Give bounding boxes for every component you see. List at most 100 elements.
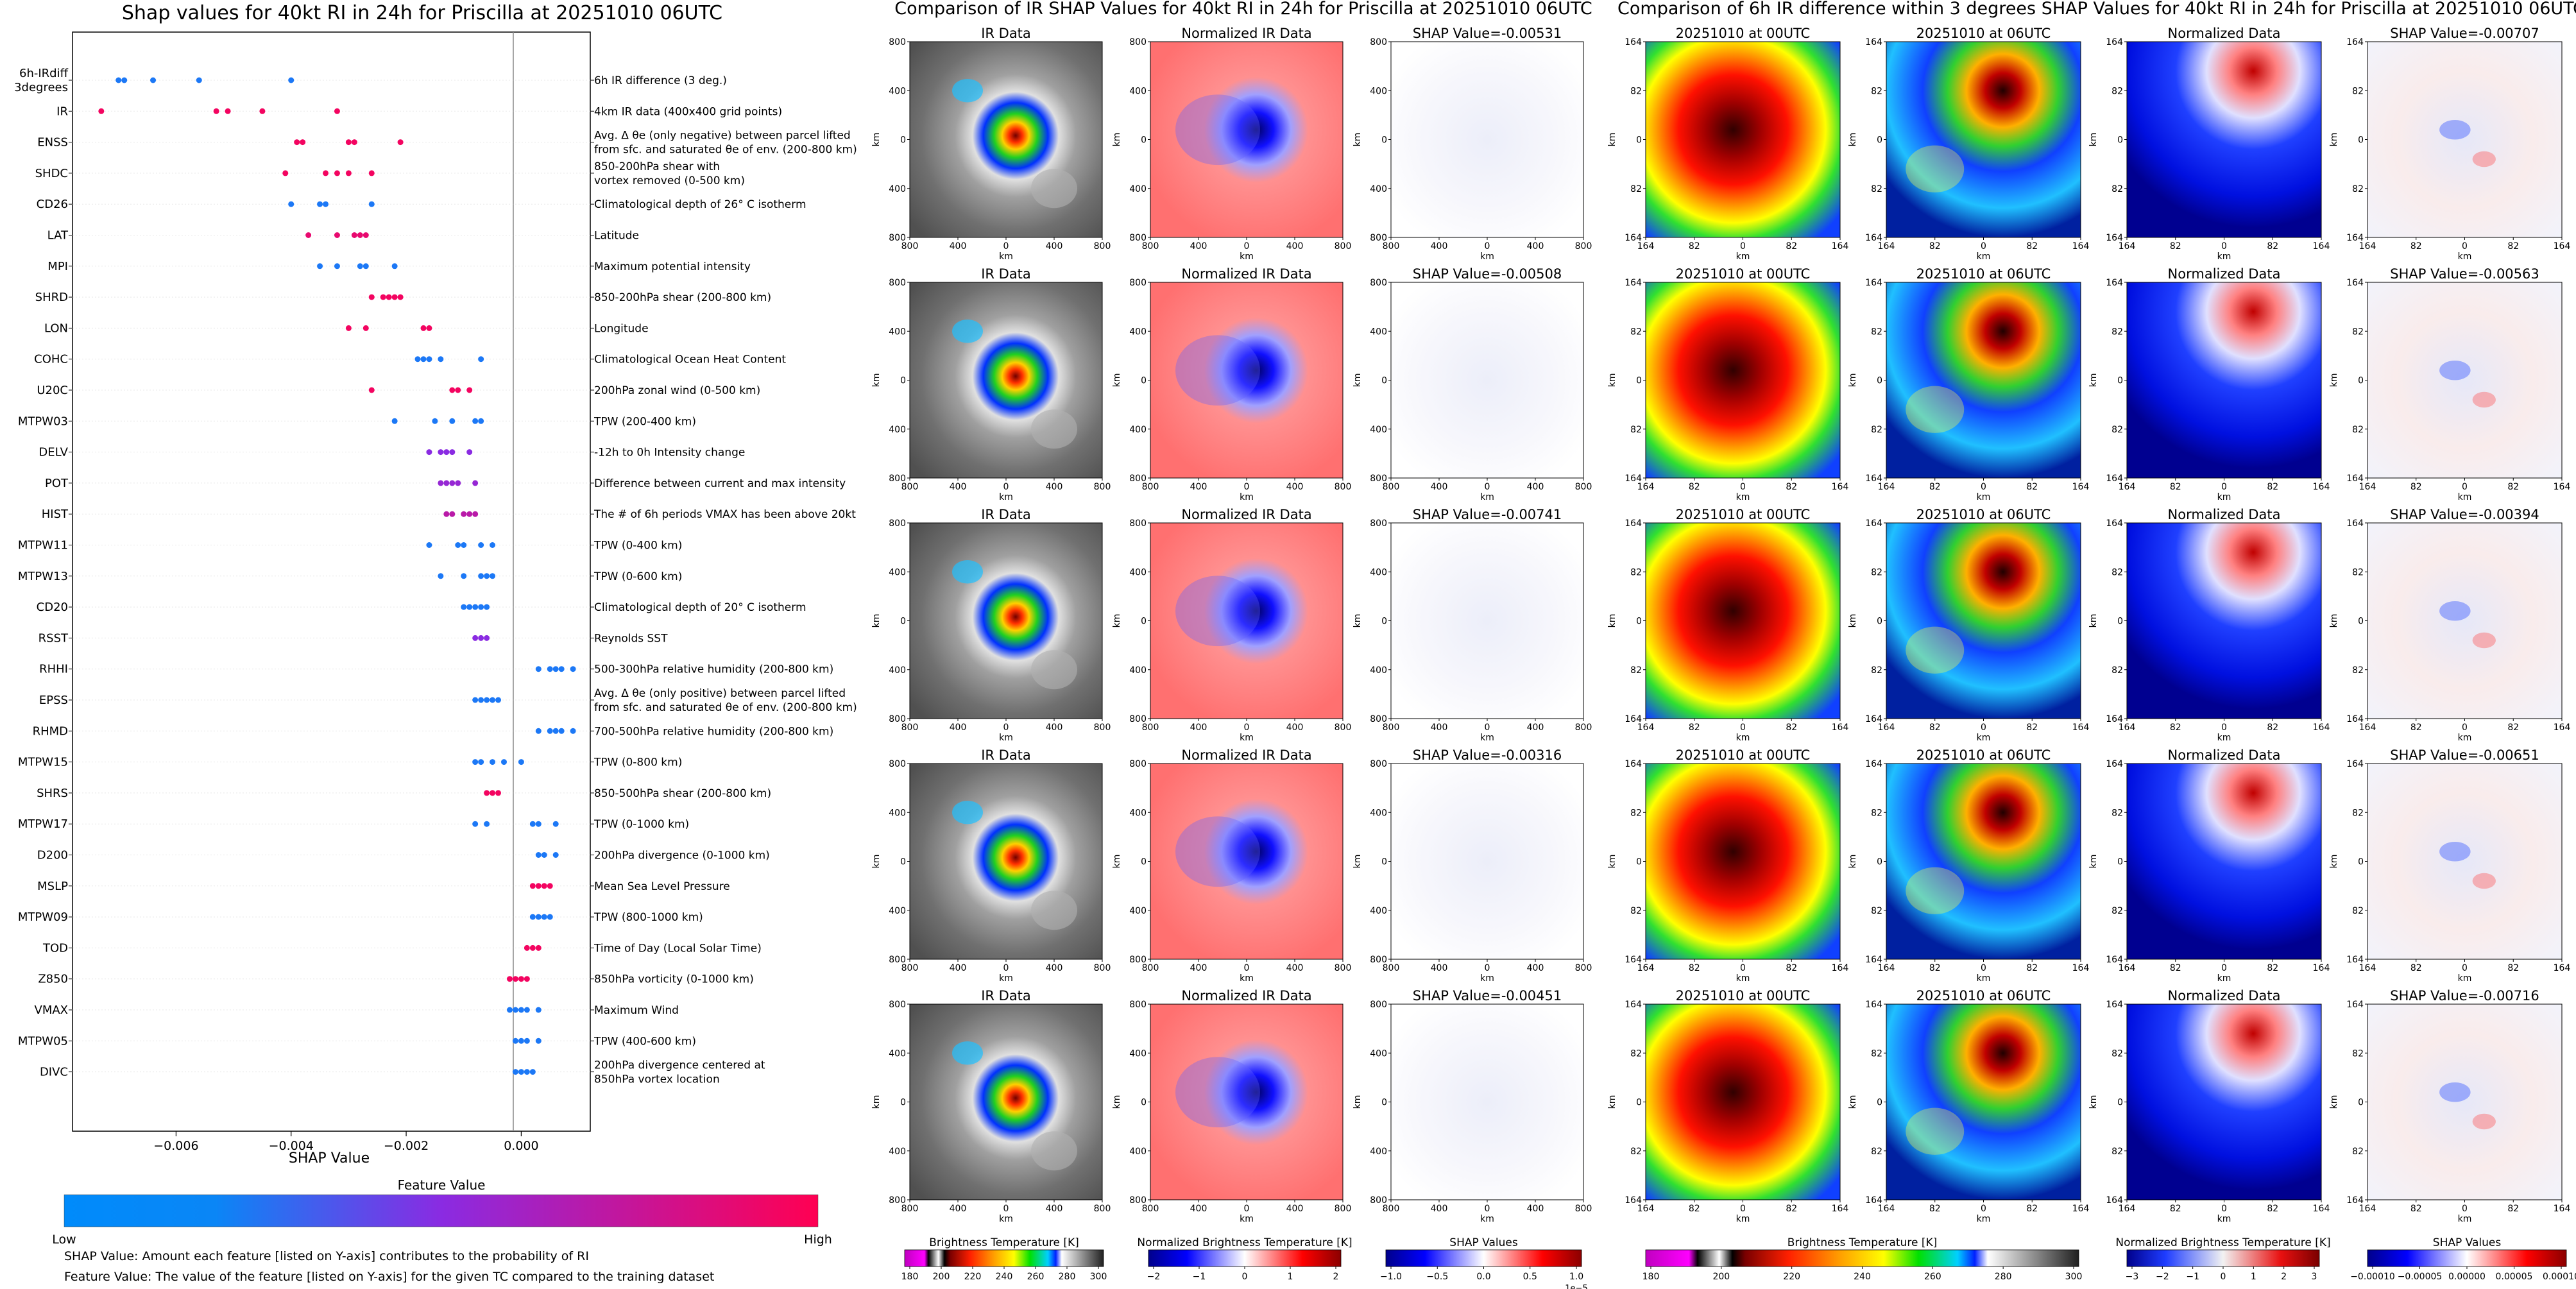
x-tick-label: −0.002 — [384, 1139, 429, 1153]
x-tick-label: 164 — [1832, 482, 1849, 492]
x-axis-label: km — [1480, 492, 1494, 502]
shap-blob — [2439, 120, 2471, 140]
shap-blob — [2472, 151, 2496, 167]
shap-point — [552, 821, 559, 827]
colorbar-tick-label: 200 — [1712, 1272, 1730, 1282]
x-tick-label: 82 — [2507, 722, 2519, 733]
y-tick-label: 800 — [1370, 233, 1387, 243]
x-tick-label: 800 — [1142, 722, 1159, 733]
subplot-title: 20251010 at 00UTC — [1676, 988, 1811, 1003]
y-axis-label: km — [2088, 855, 2099, 869]
shap-point — [386, 294, 392, 300]
y-axis-label: km — [2329, 855, 2339, 869]
y-tick-label: 82 — [1871, 327, 1882, 337]
shap-point — [478, 573, 484, 579]
shap-point — [478, 542, 484, 548]
x-tick-label: 0 — [1003, 722, 1009, 733]
y-tick-label: 800 — [889, 37, 906, 47]
x-tick-label: 400 — [1286, 1204, 1304, 1214]
shap-point — [438, 449, 444, 456]
x-tick-label: 400 — [1527, 241, 1544, 252]
x-tick-label: 0 — [2221, 963, 2227, 973]
feature-name-label: LAT — [47, 229, 69, 243]
irdiff-subplot-image — [2367, 41, 2563, 238]
colorbar-tick-label: 3 — [2312, 1272, 2317, 1282]
y-tick-label: 0 — [1877, 617, 1882, 627]
irdiff-subplot: Normalized Data1641648282008282164164kmk… — [2088, 26, 2330, 262]
feature-name-label: SHDC — [35, 167, 68, 180]
x-tick-label: 82 — [1786, 963, 1797, 973]
y-tick-label: 400 — [1370, 86, 1387, 96]
y-axis-label: km — [1352, 614, 1363, 628]
colorbar-tick-label: 220 — [964, 1272, 982, 1282]
y-tick-label: 800 — [1370, 37, 1387, 47]
shap-point — [449, 511, 456, 517]
shap-point — [443, 511, 450, 517]
colorbar-title: Feature Value — [398, 1177, 486, 1193]
shap-point — [363, 325, 369, 331]
y-tick-label: 800 — [1129, 233, 1147, 243]
y-tick-label: 400 — [889, 1147, 906, 1157]
y-tick-label: 800 — [1129, 474, 1147, 484]
subplot-title: IR Data — [981, 507, 1031, 522]
shap-point — [535, 666, 542, 672]
irdiff-subplot: Normalized Data1641648282008282164164kmk… — [2088, 747, 2330, 984]
feature-description-label: Climatological Ocean Heat Content — [594, 354, 786, 366]
shap-point — [524, 1037, 530, 1044]
x-tick-label: 164 — [2554, 963, 2571, 973]
x-tick-label: 82 — [2026, 1204, 2038, 1214]
x-axis-label: km — [2458, 1214, 2472, 1224]
y-tick-label: 400 — [1370, 906, 1387, 916]
y-tick-label: 82 — [2111, 327, 2123, 337]
y-tick-label: 800 — [1370, 278, 1387, 288]
feature-description-label: TPW (0-1000 km) — [593, 818, 689, 831]
x-tick-label: 82 — [2026, 722, 2038, 733]
x-tick-label: 0 — [1485, 482, 1490, 492]
feature-description-label: 500-300hPa relative humidity (200-800 km… — [594, 663, 833, 676]
x-tick-label: 82 — [2267, 722, 2278, 733]
feature-description-label: TPW (0-600 km) — [593, 570, 682, 583]
colorbar-tick-label: 2 — [2281, 1272, 2287, 1282]
y-tick-label: 400 — [889, 808, 906, 818]
ir-subplot-image — [1390, 1003, 1584, 1200]
x-tick-label: 800 — [1094, 1204, 1111, 1214]
feature-name-label: MPI — [47, 260, 68, 273]
colorbar-tick-label: 300 — [2065, 1272, 2083, 1282]
feature-description-label: Mean Sea Level Pressure — [594, 880, 730, 893]
shap-point — [455, 542, 461, 548]
cloud-band — [952, 319, 983, 343]
feature-description-label: 200hPa divergence (0-1000 km) — [594, 849, 770, 862]
y-axis-label: km — [871, 373, 882, 388]
shap-point — [552, 852, 559, 858]
ir-image-grid: IR Data80080040040000400400800800kmkmNor… — [871, 26, 1592, 1224]
shap-point — [518, 1069, 524, 1075]
y-tick-label: 82 — [1871, 1048, 1882, 1059]
ir-subplot: Normalized IR Data8008004004000040040080… — [1112, 507, 1351, 743]
x-axis-label: km — [1736, 492, 1750, 502]
shap-point — [150, 77, 157, 83]
y-tick-label: 800 — [889, 1000, 906, 1010]
colorbar-tick-label: 300 — [1090, 1272, 1107, 1282]
y-tick-label: 164 — [2346, 518, 2364, 529]
y-tick-label: 800 — [1370, 518, 1387, 529]
colorbar-tick-label: 240 — [996, 1272, 1013, 1282]
x-tick-label: 0 — [1244, 722, 1250, 733]
shap-point — [121, 77, 128, 83]
feature-name-label: SHRS — [37, 787, 68, 800]
cloud-band — [1175, 94, 1260, 166]
x-tick-label: 0 — [2221, 1204, 2227, 1214]
x-tick-label: 0 — [2221, 241, 2227, 252]
feature-description-label: TPW (0-800 km) — [593, 756, 682, 769]
y-axis-label: km — [1112, 1095, 1122, 1109]
feature-description-label: Climatological depth of 20° C isotherm — [594, 601, 806, 614]
shap-point — [363, 263, 369, 269]
colorbar-tick-label: −3 — [2126, 1272, 2139, 1282]
cloud-band — [1175, 335, 1260, 406]
x-tick-label: 400 — [1190, 1204, 1207, 1214]
y-tick-label: 164 — [1625, 278, 1642, 288]
feature-description-label: Maximum potential intensity — [594, 260, 751, 273]
shap-point — [478, 759, 484, 765]
x-tick-label: 82 — [2410, 722, 2422, 733]
x-tick-label: 800 — [901, 963, 919, 973]
